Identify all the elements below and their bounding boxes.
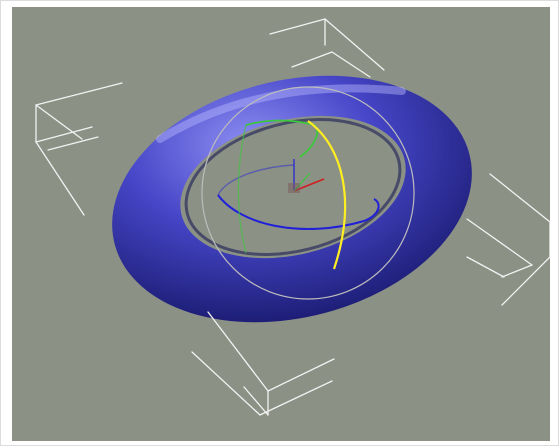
torus-object[interactable] (112, 75, 472, 323)
viewport-canvas[interactable] (12, 7, 550, 441)
gizmo-active-ring[interactable] (307, 120, 347, 270)
tripod-origin (288, 183, 300, 193)
torus-inner-shade (184, 118, 402, 256)
bbox-corner-left (35, 82, 123, 216)
viewport-background (12, 7, 550, 441)
gizmo-y-axis-ring-lower (237, 124, 247, 254)
gizmo-z-axis-ring-back (217, 164, 295, 196)
bbox-corner-bottom (191, 311, 335, 416)
selection-bounding-box-front (191, 311, 335, 416)
bbox-corner-right (466, 173, 550, 306)
gizmo-outer-ring[interactable] (201, 86, 415, 300)
torus-surface[interactable] (112, 75, 472, 323)
gizmo-z-axis-ring[interactable] (217, 194, 380, 230)
bbox-corner-top (269, 18, 385, 78)
selection-bounding-box-back (35, 18, 550, 306)
gizmo-center-tripod (288, 159, 325, 193)
rotate-gizmo[interactable] (201, 86, 415, 300)
torus-highlight (156, 84, 406, 143)
3d-viewport[interactable] (12, 7, 550, 441)
